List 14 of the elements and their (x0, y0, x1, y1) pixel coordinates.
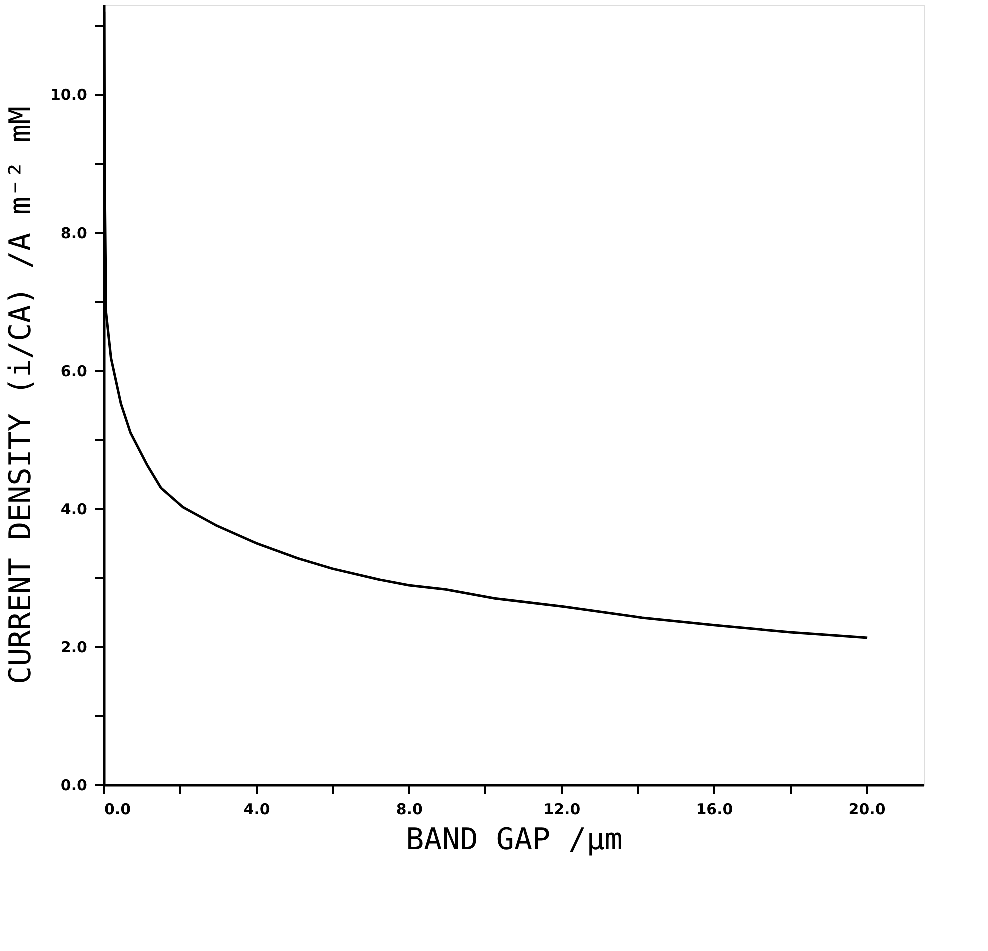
x-tick-label: 0.0 (104, 800, 132, 818)
y-tick-label: 0.0 (60, 776, 88, 794)
x-tick-label: 16.0 (696, 800, 734, 818)
x-axis-title: BAND GAP /μm (406, 822, 623, 858)
y-tick-label: 8.0 (60, 224, 88, 242)
y-axis-title: CURRENT DENSITY (i/CA) /A m⁻² mM (3, 106, 38, 684)
y-tick-label: 6.0 (60, 362, 88, 380)
x-tick-label: 8.0 (396, 800, 423, 818)
x-tick-label: 20.0 (848, 800, 886, 818)
x-tick-label: 4.0 (244, 800, 270, 818)
y-tick-label: 10.0 (50, 86, 88, 104)
y-tick-label: 4.0 (60, 500, 88, 518)
y-tick-label: 2.0 (60, 638, 88, 656)
x-tick-label: 12.0 (544, 800, 581, 818)
